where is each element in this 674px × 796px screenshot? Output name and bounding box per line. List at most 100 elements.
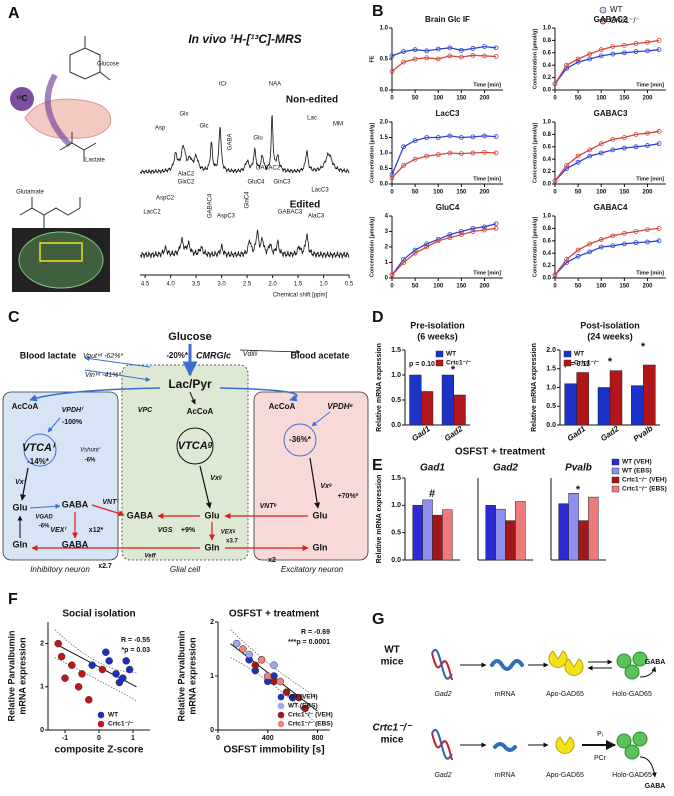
panel-a-text: Non-edited xyxy=(286,95,338,106)
data-point xyxy=(435,135,441,140)
legend-swatch xyxy=(97,720,105,728)
diagram-label: Vxᵉ xyxy=(320,483,332,490)
y-tick-label: 1.5 xyxy=(546,366,556,373)
diagram-label: Vdilᵍ xyxy=(243,351,258,358)
legend-swatch xyxy=(277,702,285,710)
x-tick-label: 200 xyxy=(642,96,653,102)
data-point xyxy=(564,256,569,262)
legend-label: WT (VEH) xyxy=(288,694,318,701)
y-tick-label: 0.0 xyxy=(391,557,401,564)
series-line xyxy=(391,223,497,276)
x-tick-label: 50 xyxy=(412,190,419,196)
data-point xyxy=(610,136,616,142)
legend-swatch xyxy=(611,485,620,493)
data-point xyxy=(621,145,627,151)
x-tick-label: Gad1 xyxy=(410,424,432,443)
data-point xyxy=(389,175,395,181)
chart-title: GABAC4 xyxy=(594,203,628,212)
data-point xyxy=(633,240,639,246)
data-point xyxy=(412,250,418,256)
diagram-label: VGAD xyxy=(35,515,53,521)
data-point xyxy=(424,153,430,159)
legend-swatch xyxy=(277,693,285,701)
diagram-label: -20%* xyxy=(166,351,189,360)
diagram-label: Gln xyxy=(13,539,28,549)
peak-label: tCr xyxy=(219,82,227,88)
x-tick-label: 0 xyxy=(216,735,220,742)
data-point xyxy=(85,696,93,704)
data-point xyxy=(482,149,487,155)
data-point xyxy=(493,134,499,139)
apo-gad65 xyxy=(548,650,568,668)
x-tick-label: 0 xyxy=(97,735,101,742)
chart-title: Pvalb xyxy=(565,463,592,474)
diagram-label: AcCoA xyxy=(12,402,39,411)
legend-swatch xyxy=(599,17,607,25)
ppm-tick-label: 2.0 xyxy=(268,282,277,288)
ppm-tick-label: 3.5 xyxy=(192,282,201,288)
diagram-label: Vshuntⁱ xyxy=(80,447,101,454)
peak-label: Asp xyxy=(155,126,166,132)
data-point xyxy=(587,51,593,57)
data-point xyxy=(470,150,476,156)
legend-swatch xyxy=(611,458,620,466)
dna-strand xyxy=(431,728,453,760)
y-axis-label: Concentration [µmol/g] xyxy=(369,217,375,277)
peak-label: LacC3 xyxy=(311,188,329,194)
diagram-label: VGS xyxy=(158,527,173,534)
diagram-label: -36%* xyxy=(289,435,312,444)
y-tick-label: 0.5 xyxy=(391,530,401,537)
mrna xyxy=(490,659,524,671)
y-tick-label: 1 xyxy=(210,673,214,680)
x-tick-label: 50 xyxy=(575,284,582,290)
chart-title: GABAC2 xyxy=(594,15,628,24)
bar xyxy=(597,387,611,426)
data-point xyxy=(458,232,464,238)
x-tick-label: 50 xyxy=(575,96,582,102)
x-tick-label: 0 xyxy=(390,284,394,290)
legend-label: Crtc1⁻/⁻ xyxy=(610,16,640,25)
spectrum-non-edited xyxy=(139,114,350,175)
data-point xyxy=(470,225,476,231)
chart-title: GABAC3 xyxy=(594,109,628,118)
diagram-label: Pᵢ xyxy=(597,731,603,738)
holo-gad65 xyxy=(632,651,648,667)
diagram-label: Lac/Pyr xyxy=(168,377,212,391)
data-point xyxy=(61,674,69,682)
diagram-label: x12* xyxy=(89,527,104,534)
annotation: * xyxy=(641,341,646,353)
diagram-label: mRNA xyxy=(495,691,516,698)
y-tick-label: 1.0 xyxy=(543,214,552,220)
data-point xyxy=(587,241,593,247)
holo-gad65 xyxy=(616,733,632,749)
y-axis-label: Relative mRNA expression xyxy=(531,343,538,432)
legend-label: Crtc1⁻/⁻ (VEH) xyxy=(288,712,333,719)
y-axis-label: Concentration [µmol/g] xyxy=(532,217,538,277)
series-line xyxy=(554,130,660,182)
data-point xyxy=(493,225,499,231)
data-point xyxy=(656,225,662,231)
diagram-label: Glu xyxy=(313,510,328,520)
data-point xyxy=(412,247,418,253)
peak-label: LacC2 xyxy=(143,210,161,216)
data-point xyxy=(598,150,604,156)
x-tick-label: 200 xyxy=(479,190,490,196)
peak-label: AspC3 xyxy=(217,214,236,220)
data-point xyxy=(282,688,291,696)
panel-letter: F xyxy=(8,591,18,608)
series-line xyxy=(554,49,660,85)
diagram-label: -100% xyxy=(62,419,83,426)
legend-label: Crtc1⁻/⁻ (VEH) xyxy=(622,477,667,484)
chart-title: Social isolation xyxy=(62,609,135,620)
y-tick-label: 0.4 xyxy=(543,157,552,163)
bar xyxy=(643,364,656,426)
data-point xyxy=(598,141,604,147)
data-point xyxy=(401,260,406,265)
diagram-label: Glu xyxy=(13,502,28,512)
diagram-label: -6% xyxy=(39,524,50,530)
x-tick-label: 150 xyxy=(619,96,630,102)
bar xyxy=(441,374,454,426)
diagram-label: Glial cell xyxy=(170,565,200,574)
x-tick-label: Pvalb xyxy=(632,424,655,444)
y-tick-label: 0 xyxy=(40,727,44,734)
